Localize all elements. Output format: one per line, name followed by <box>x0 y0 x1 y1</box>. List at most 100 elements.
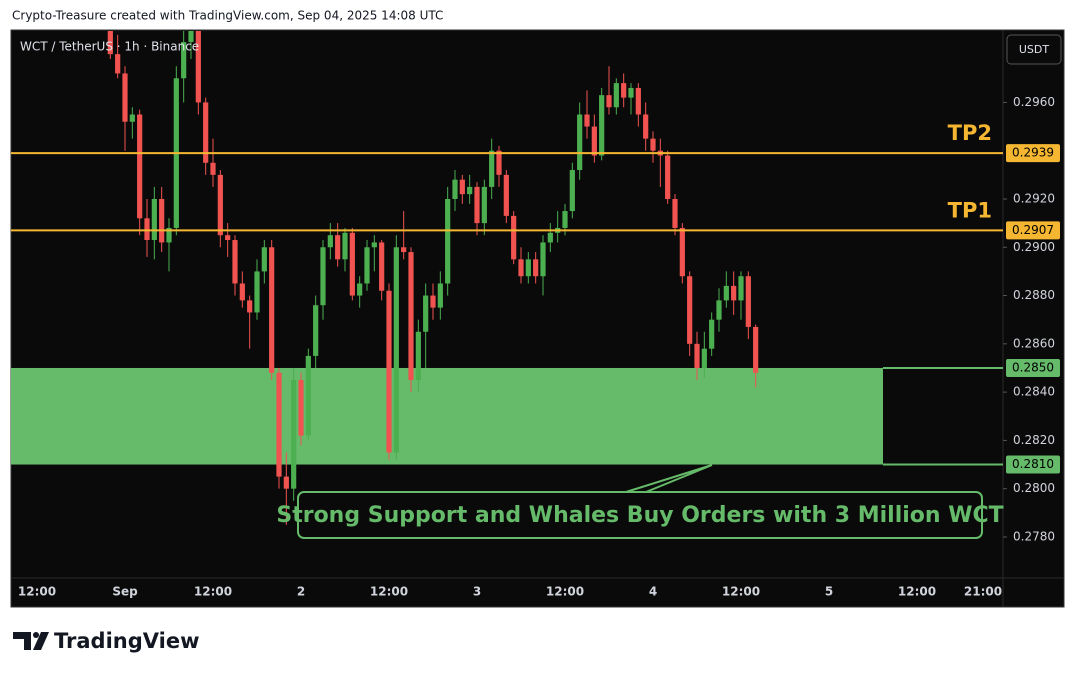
candle-body <box>606 95 612 108</box>
candle-body <box>621 83 627 98</box>
candle-body <box>342 232 348 260</box>
x-tick-label: 12:00 <box>370 585 408 599</box>
candle-body <box>129 114 135 122</box>
candle-body <box>364 247 370 284</box>
y-tick-label: 0.2820 <box>1013 433 1055 447</box>
annotation-box <box>297 491 983 539</box>
candle-body <box>467 186 473 195</box>
candle-body <box>269 247 275 373</box>
x-tick-label: 5 <box>825 585 833 599</box>
candle-body <box>540 242 546 277</box>
y-tick-label: 0.2860 <box>1013 336 1055 350</box>
overlays: Strong Support and Whales Buy Orders wit… <box>20 34 1062 539</box>
plot-area <box>11 31 1003 525</box>
candle-body <box>371 242 377 248</box>
level-name: TP2 <box>948 121 992 145</box>
level-price-box <box>1006 144 1060 163</box>
candle-body <box>481 186 487 224</box>
candle-body <box>489 150 495 187</box>
candle-body <box>320 247 326 306</box>
level-price-box <box>1006 221 1060 240</box>
x-tick-label: 2 <box>297 585 305 599</box>
candle-body <box>584 114 590 127</box>
candle-body <box>716 300 722 320</box>
candle-body <box>379 242 385 291</box>
candle-body <box>496 150 502 175</box>
x-tick-label: 12:00 <box>898 585 936 599</box>
x-tick-label: 12:00 <box>18 585 56 599</box>
candle-body <box>166 227 172 243</box>
candle-body <box>408 252 414 381</box>
candle-body <box>276 372 282 477</box>
candle-body <box>562 211 568 228</box>
logo-text: TradingView <box>54 629 199 653</box>
x-tick-label: 12:00 <box>194 585 232 599</box>
candle-body <box>452 179 458 199</box>
candle-body <box>599 95 605 156</box>
candle-body <box>731 285 737 301</box>
candle-body <box>239 283 245 301</box>
candle-body <box>459 179 465 195</box>
candle-body <box>188 31 194 43</box>
candle-body <box>313 305 319 356</box>
candle-body <box>753 326 759 373</box>
candle-body <box>415 331 421 381</box>
x-tick-label: 21:00 <box>964 585 1002 599</box>
level-price-label: 0.2939 <box>1012 146 1054 160</box>
candle-body <box>738 276 744 301</box>
candle-body <box>745 276 751 327</box>
candle-body <box>225 235 231 241</box>
candle-body <box>525 259 531 277</box>
candle-body <box>291 380 297 489</box>
candle-body <box>474 186 480 224</box>
y-tick-label: 0.2900 <box>1013 240 1055 254</box>
y-tick-label: 0.2840 <box>1013 385 1055 399</box>
candle-body <box>107 31 113 55</box>
x-tick-label: 12:00 <box>546 585 584 599</box>
candle-body <box>547 232 553 243</box>
zone-price-box <box>1006 358 1060 377</box>
candle-body <box>701 348 707 368</box>
candle-body <box>247 300 253 313</box>
currency-label[interactable]: USDT <box>1019 43 1050 56</box>
candle-body <box>430 295 436 308</box>
zone-price-label: 0.2810 <box>1012 457 1054 471</box>
candle-body <box>613 83 619 108</box>
candle-body <box>577 114 583 171</box>
attribution: Crypto-Treasure created with TradingView… <box>12 9 443 23</box>
x-tick-label: 12:00 <box>722 585 760 599</box>
candle-body <box>665 155 671 199</box>
support-zone <box>11 367 883 465</box>
candle-body <box>643 114 649 139</box>
candle-body <box>217 174 223 236</box>
candle-body <box>401 247 407 253</box>
candle-body <box>635 87 641 115</box>
candle-body <box>503 174 509 216</box>
annotation-pointer <box>625 464 713 493</box>
currency-button[interactable] <box>1006 34 1062 65</box>
candle-body <box>672 198 678 228</box>
candle-body <box>232 240 238 284</box>
zone-price-label: 0.2850 <box>1012 360 1054 374</box>
x-tick-label: 4 <box>649 585 657 599</box>
candle-body <box>687 276 693 344</box>
candle-body <box>327 235 333 248</box>
candle-body <box>357 283 363 296</box>
candle-body <box>591 126 597 156</box>
logo-icon-dot <box>33 632 39 638</box>
candle-body <box>144 218 150 241</box>
y-tick-label: 0.2880 <box>1013 288 1055 302</box>
axes: 0.2960 0.2920 0.2900 0.2880 0.2860 0.2840 0.28… <box>18 95 1060 599</box>
candle-body <box>628 87 634 98</box>
level-name: TP1 <box>948 198 992 222</box>
logo-icon <box>13 632 31 650</box>
candle-body <box>210 162 216 175</box>
candle-body <box>203 102 209 163</box>
zone-price-box <box>1006 455 1060 474</box>
candle-body <box>723 285 729 301</box>
candle-body <box>437 283 443 308</box>
candle-body <box>709 319 715 349</box>
candle-body <box>254 271 260 313</box>
